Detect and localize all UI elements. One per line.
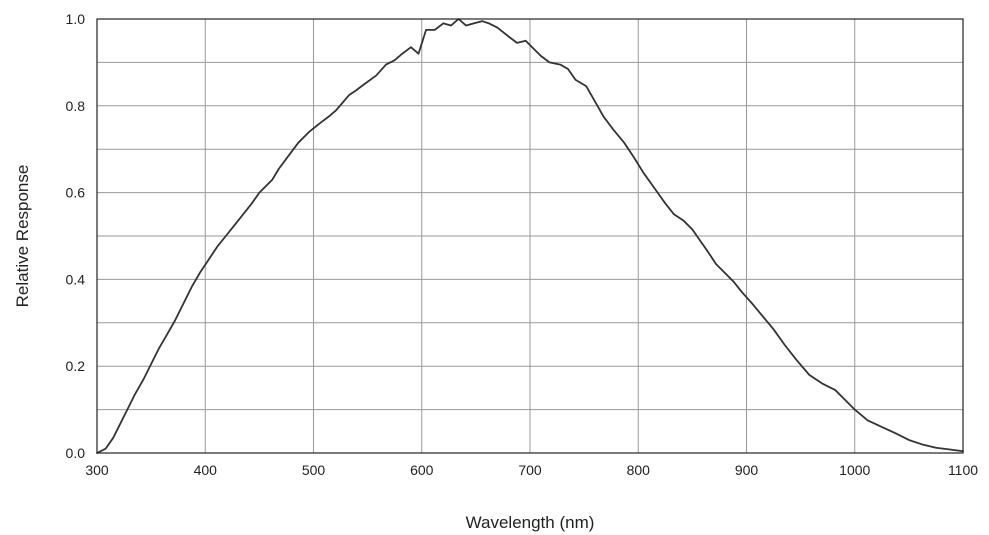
plot-area xyxy=(96,18,964,454)
y-tick-label: 0.0 xyxy=(66,445,86,461)
y-tick-label: 0.8 xyxy=(66,98,86,114)
x-tick-label: 300 xyxy=(85,462,109,478)
plot-frame xyxy=(96,18,964,454)
x-tick-label: 1100 xyxy=(948,462,978,478)
x-axis-tick-labels: 300 400 500 600 700 800 900 1000 1100 xyxy=(85,462,978,478)
y-tick-label: 0.6 xyxy=(66,185,86,201)
x-tick-label: 500 xyxy=(302,462,326,478)
y-tick-label: 0.2 xyxy=(66,358,86,374)
series-line-relative-response xyxy=(96,18,964,454)
y-axis-tick-labels: 0.0 0.2 0.4 0.6 0.8 1.0 xyxy=(66,11,86,461)
y-tick-label: 1.0 xyxy=(66,11,86,27)
x-tick-label: 900 xyxy=(735,462,759,478)
y-tick-label: 0.4 xyxy=(66,271,86,287)
x-tick-label: 400 xyxy=(194,462,218,478)
x-axis-title: Wavelength (nm) xyxy=(466,513,595,532)
grid xyxy=(97,19,963,453)
x-tick-label: 600 xyxy=(410,462,434,478)
x-tick-label: 800 xyxy=(627,462,651,478)
x-tick-label: 1000 xyxy=(839,462,870,478)
x-tick-label: 700 xyxy=(518,462,542,478)
y-axis-title: Relative Response xyxy=(13,165,32,308)
